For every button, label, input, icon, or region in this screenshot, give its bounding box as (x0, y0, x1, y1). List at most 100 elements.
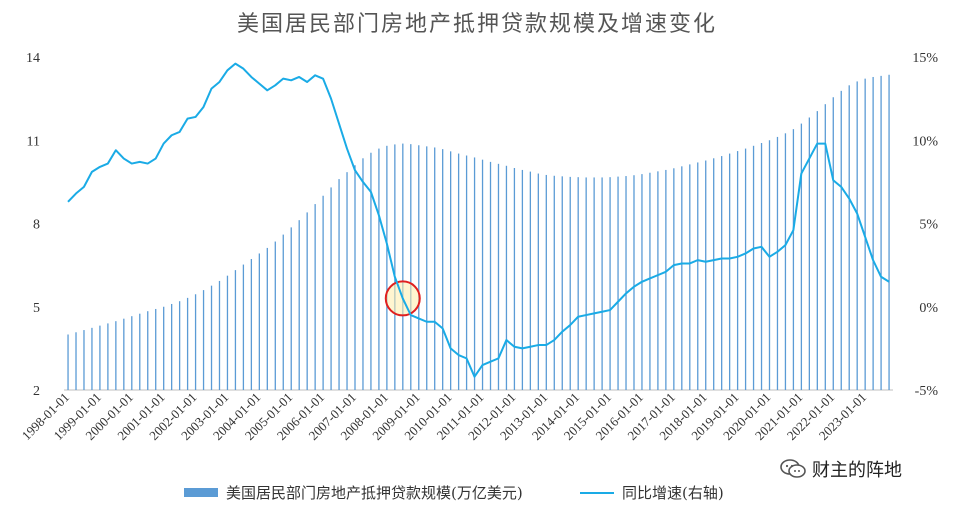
chart: 2581114-5%0%5%10%15%1998-01-011999-01-01… (19, 51, 939, 443)
bar (346, 172, 348, 390)
bar (218, 280, 221, 390)
bar (736, 151, 739, 390)
bar (314, 204, 316, 390)
bar (521, 169, 524, 390)
legend-item-line: 同比增速(右轴) (580, 482, 724, 503)
bar (378, 148, 380, 390)
bar (434, 147, 436, 390)
tick-labels: 2581114-5%0%5%10%15%1998-01-011999-01-01… (19, 51, 939, 443)
bar (800, 123, 803, 390)
bar (832, 97, 834, 391)
bar (362, 158, 364, 390)
bar (426, 146, 428, 390)
bar (418, 145, 420, 390)
bar (681, 166, 683, 390)
bar (306, 212, 308, 390)
wechat-icon (780, 459, 806, 478)
bar (673, 168, 675, 390)
bar (322, 195, 324, 390)
bar (752, 145, 755, 390)
bar (147, 311, 149, 390)
bar (872, 76, 874, 390)
bar (824, 104, 826, 391)
bar (888, 74, 890, 390)
bar (226, 275, 229, 390)
bar (601, 177, 603, 390)
chart-title: 美国居民部门房地产抵押贷款规模及增速变化 (236, 12, 717, 37)
bar (537, 173, 539, 390)
bar (298, 220, 300, 390)
y-left-tick: 8 (33, 218, 40, 233)
bar (75, 332, 77, 390)
bar (266, 247, 268, 390)
bar (489, 161, 492, 390)
bar (880, 75, 882, 391)
bar (617, 176, 619, 390)
bar (450, 151, 452, 390)
bar (776, 136, 779, 390)
bar (713, 158, 715, 390)
bar (665, 169, 667, 390)
bar (139, 313, 141, 390)
legend-label-line: 同比增速(右轴) (622, 484, 724, 502)
bar (131, 316, 133, 390)
y-right-tick: -5% (915, 384, 939, 399)
bar (282, 234, 284, 390)
bar (513, 168, 516, 390)
bar (657, 171, 659, 390)
bar (569, 176, 571, 390)
bar (593, 177, 595, 390)
bar (784, 133, 787, 390)
y-right-tick: 10% (912, 134, 938, 149)
bar (242, 264, 245, 390)
bar (744, 148, 747, 390)
y-left-tick: 14 (26, 51, 40, 66)
bar (83, 330, 85, 390)
bar (721, 156, 723, 390)
bar (760, 143, 763, 390)
legend-swatch-line (580, 491, 614, 494)
bar (577, 177, 579, 390)
bar (545, 174, 547, 390)
y-right-tick: 15% (912, 51, 938, 66)
legend-swatch-bar (184, 488, 218, 497)
bar (457, 153, 460, 390)
bar (194, 294, 197, 390)
bar (505, 165, 508, 390)
bar (354, 165, 356, 390)
y-left-tick: 2 (33, 384, 40, 399)
bar (394, 144, 396, 390)
bar (290, 227, 292, 390)
bar (178, 301, 181, 390)
bar (171, 303, 173, 390)
y-right-tick: 0% (919, 301, 938, 316)
bar-series (67, 74, 890, 391)
bar (410, 144, 412, 390)
bar (553, 175, 555, 390)
bar (67, 334, 69, 390)
bar (497, 163, 500, 390)
bar (107, 323, 109, 390)
bar (649, 172, 651, 390)
bar (848, 85, 850, 390)
bar (338, 179, 340, 390)
bar (99, 325, 101, 390)
bar (442, 149, 444, 390)
bar (115, 321, 117, 390)
y-left-tick: 5 (33, 301, 40, 316)
legend: 美国居民部门房地产抵押贷款规模(万亿美元) 同比增速(右轴) (0, 482, 954, 506)
bar (728, 153, 731, 390)
y-left-tick: 11 (27, 134, 40, 149)
bar (186, 297, 189, 390)
watermark-text: 财主的阵地 (812, 460, 902, 481)
bar (274, 241, 276, 390)
bar (481, 159, 484, 390)
bar (816, 111, 818, 391)
bar (689, 164, 691, 390)
watermark: 财主的阵地 (780, 456, 902, 482)
legend-label-bar: 美国居民部门房地产抵押贷款规模(万亿美元) (226, 484, 523, 502)
bar (856, 81, 858, 391)
bar (808, 117, 810, 390)
line-series (67, 62, 890, 378)
y-right-tick: 5% (919, 218, 938, 233)
